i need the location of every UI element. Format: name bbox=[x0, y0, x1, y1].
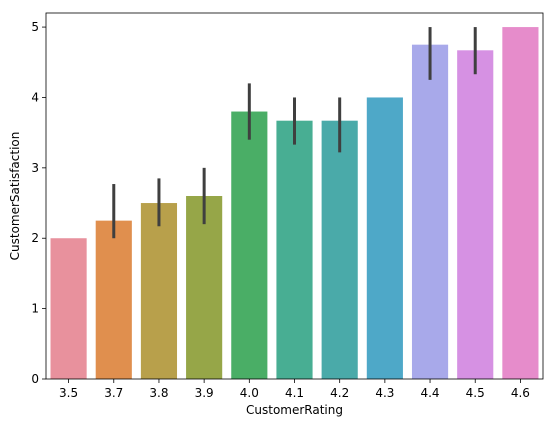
bar-3.8 bbox=[140, 203, 178, 379]
bars-layer bbox=[50, 27, 539, 380]
bar-4.2 bbox=[321, 120, 358, 379]
ticks: 3.5 3.7 3.8 3.9 4.0 4.1 4.2 4.3 4.4 4.5 4.6 0 1 2 3 4 5 bbox=[31, 20, 530, 400]
x-tick-label: 4.2 bbox=[330, 386, 349, 400]
x-tick-label: 3.9 bbox=[195, 386, 214, 400]
y-tick-label: 4 bbox=[31, 90, 39, 104]
y-tick-label: 1 bbox=[31, 302, 39, 316]
x-tick-label: 4.1 bbox=[285, 386, 304, 400]
x-tick-label: 4.5 bbox=[466, 386, 485, 400]
y-axis-label: CustomerSatisfaction bbox=[8, 132, 22, 261]
x-tick-label: 3.5 bbox=[59, 386, 78, 400]
bar-4.3 bbox=[366, 97, 403, 379]
bar-4.5 bbox=[457, 50, 494, 380]
error-bars-layer bbox=[112, 27, 477, 239]
bar-3.7 bbox=[95, 220, 132, 379]
bar-3.5 bbox=[50, 238, 87, 379]
bar-4.4 bbox=[411, 44, 449, 380]
x-tick-label: 4.6 bbox=[511, 386, 530, 400]
bar-3.9 bbox=[186, 196, 223, 379]
y-tick-label: 0 bbox=[31, 372, 39, 386]
y-tick-label: 3 bbox=[31, 161, 39, 175]
x-tick-label: 3.7 bbox=[104, 386, 123, 400]
bar-4.6 bbox=[502, 27, 539, 379]
bar-4.1 bbox=[276, 120, 313, 379]
x-tick-label: 4.4 bbox=[420, 386, 439, 400]
x-tick-label: 4.3 bbox=[375, 386, 394, 400]
y-tick-label: 2 bbox=[31, 231, 39, 245]
x-axis-label: CustomerRating bbox=[246, 403, 343, 417]
y-tick-label: 5 bbox=[31, 20, 39, 34]
x-tick-label: 3.8 bbox=[149, 386, 168, 400]
bar-4.0 bbox=[231, 111, 268, 380]
x-tick-label: 4.0 bbox=[240, 386, 259, 400]
